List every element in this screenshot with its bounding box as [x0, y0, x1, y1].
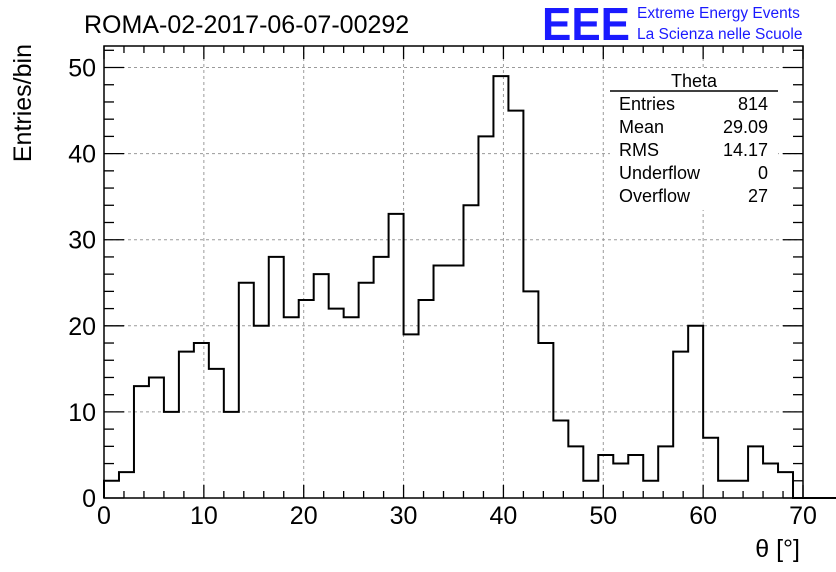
y-tick-label: 40: [68, 141, 96, 169]
x-tick-label: 10: [190, 502, 218, 530]
y-axis-label: Entries/bin: [9, 44, 37, 162]
stats-value: 814: [738, 94, 768, 114]
chart-title: ROMA-02-2017-06-07-00292: [84, 11, 409, 39]
stats-label: Underflow: [619, 163, 701, 183]
x-tick-label: 20: [290, 502, 318, 530]
logo-line2: La Scienza nelle Scuole: [637, 26, 802, 43]
stats-label: Overflow: [619, 186, 691, 206]
eee-logo: EEE: [542, 0, 630, 50]
y-tick-label: 20: [68, 313, 96, 341]
y-tick-label: 30: [68, 227, 96, 255]
logo-line1: Extreme Energy Events: [637, 5, 800, 22]
stats-value: 14.17: [723, 140, 768, 160]
stats-label: Entries: [619, 94, 675, 114]
y-tick-label: 0: [82, 485, 96, 513]
stats-value: 0: [758, 163, 768, 183]
x-tick-label: 70: [789, 502, 817, 530]
stats-value: 27: [748, 186, 768, 206]
axis-ticks: [103, 46, 804, 499]
x-tick-label: 40: [490, 502, 518, 530]
stats-box-title: Theta: [671, 71, 718, 91]
stats-label: Mean: [619, 117, 664, 137]
y-tick-label: 10: [68, 399, 96, 427]
x-tick-label: 0: [97, 502, 111, 530]
stats-label: RMS: [619, 140, 659, 160]
y-tick-label: 50: [68, 55, 96, 83]
x-tick-label: 60: [689, 502, 717, 530]
stats-box: Theta Entries 814 Mean 29.09 RMS 14.17 Underfl…: [610, 70, 778, 210]
x-tick-labels: 0 10 20 30 40 50 60 70: [97, 502, 817, 530]
histogram-line: [103, 75, 836, 499]
x-tick-label: 50: [589, 502, 617, 530]
y-tick-labels: 0 10 20 30 40 50: [68, 55, 96, 513]
x-tick-label: 30: [390, 502, 418, 530]
plot-frame: [103, 45, 804, 499]
stats-value: 29.09: [723, 117, 768, 137]
x-axis-label: θ [°]: [755, 535, 800, 563]
